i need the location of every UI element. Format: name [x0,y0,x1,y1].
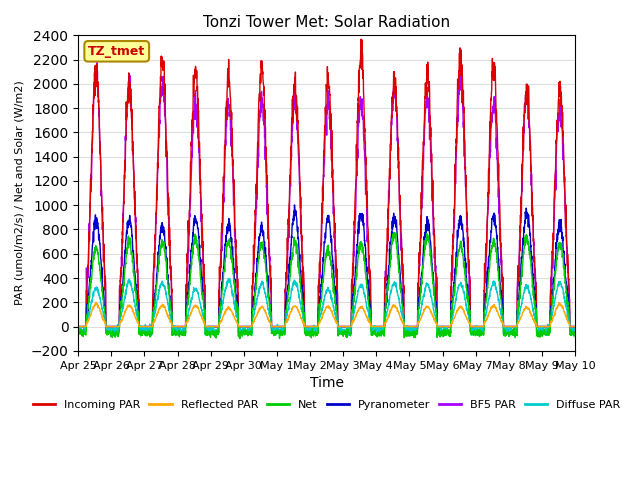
BF5 PAR [471,324,479,329]
Line: Net: Net [78,232,575,338]
Reflected PAR [571,324,579,329]
Incoming PAR [74,324,82,329]
Diffuse PAR [471,324,479,330]
Incoming PAR [527,166,535,172]
Legend: Incoming PAR, Reflected PAR, Net, Pyranometer, BF5 PAR, Diffuse PAR: Incoming PAR, Reflected PAR, Net, Pyrano… [29,396,625,415]
Net [571,334,579,339]
Pyranometer [541,324,549,329]
Title: Tonzi Tower Met: Solar Radiation: Tonzi Tower Met: Solar Radiation [203,15,450,30]
Pyranometer [291,202,298,208]
Incoming PAR [471,324,479,329]
BF5 PAR [213,324,221,329]
Incoming PAR [541,324,549,329]
Pyranometer [351,264,359,270]
Net [351,286,359,292]
Net [390,229,397,235]
Line: Reflected PAR: Reflected PAR [78,302,575,326]
BF5 PAR [527,182,535,188]
Incoming PAR [340,324,348,329]
X-axis label: Time: Time [310,376,344,390]
Pyranometer [571,324,579,329]
Pyranometer [527,249,535,254]
BF5 PAR [74,324,82,329]
Line: Pyranometer: Pyranometer [78,205,575,326]
Net [74,329,82,335]
Incoming PAR [351,194,359,200]
Pyranometer [213,324,221,329]
Net [213,331,221,337]
BF5 PAR [351,215,359,221]
Net [341,332,349,337]
Reflected PAR [213,324,221,329]
Net [276,336,284,341]
Net [527,271,535,276]
Line: Incoming PAR: Incoming PAR [78,39,575,326]
Reflected PAR [74,324,82,329]
Reflected PAR [351,314,359,320]
BF5 PAR [93,60,100,66]
Diffuse PAR [571,328,579,334]
Reflected PAR [471,324,479,329]
Reflected PAR [541,324,549,329]
Net [471,332,479,338]
Diffuse PAR [213,331,221,336]
Incoming PAR [213,324,221,329]
Diffuse PAR [352,301,360,307]
Diffuse PAR [527,299,535,305]
Pyranometer [341,324,349,329]
Line: BF5 PAR: BF5 PAR [78,63,575,326]
Diffuse PAR [225,276,232,281]
BF5 PAR [571,324,579,329]
Diffuse PAR [341,331,349,337]
Pyranometer [471,324,479,329]
BF5 PAR [341,324,349,329]
Diffuse PAR [334,333,342,339]
Diffuse PAR [74,328,82,334]
Diffuse PAR [541,329,549,335]
Line: Diffuse PAR: Diffuse PAR [78,278,575,336]
Net [541,332,549,338]
Incoming PAR [571,324,579,329]
Reflected PAR [527,313,535,319]
BF5 PAR [541,324,549,329]
Text: TZ_tmet: TZ_tmet [88,45,145,58]
Reflected PAR [92,300,100,305]
Reflected PAR [341,324,349,329]
Y-axis label: PAR (umol/m2/s) / Net and Solar (W/m2): PAR (umol/m2/s) / Net and Solar (W/m2) [15,81,25,305]
Pyranometer [74,324,82,329]
Incoming PAR [357,36,365,42]
